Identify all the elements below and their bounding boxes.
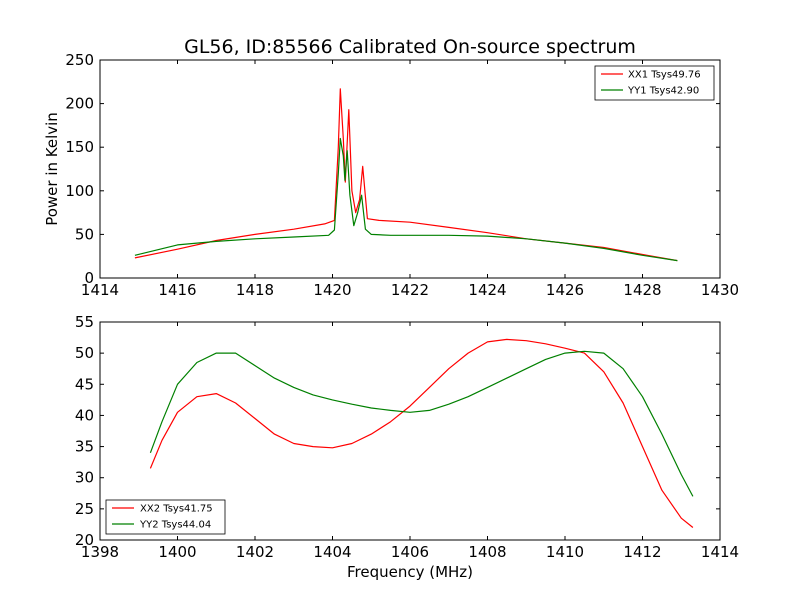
top-ytick-label-2: 100 [65, 182, 94, 200]
bottom-xtick-label-5: 1408 [468, 543, 506, 561]
bottom-xtick-label-4: 1406 [391, 543, 429, 561]
bottom-xtick-label-0: 1398 [81, 543, 119, 561]
top-xtick-label-0: 1414 [81, 281, 119, 299]
top-ylabel: Power in Kelvin [43, 112, 61, 226]
bottom-series-group [149, 338, 694, 528]
top-xtick-label-7: 1428 [623, 281, 661, 299]
top-legend-label-1: YY1 Tsys42.90 [627, 86, 699, 97]
bottom-ytick-label-6: 50 [75, 344, 94, 362]
bottom-ytick-label-1: 25 [75, 500, 94, 518]
top-panel: 1414 1416 1418 1420 1422 1424 1426 1428 1430 0 50 1… [43, 51, 739, 299]
chart-title: GL56, ID:85566 Calibrated On-source spec… [184, 36, 636, 58]
top-ytick-label-4: 200 [65, 95, 94, 113]
top-series-group [134, 88, 678, 262]
bottom-legend-label-1: YY2 Tsys44.04 [139, 520, 211, 531]
top-ticks-group: 1414 1416 1418 1420 1422 1424 1426 1428 1430 0 50 1… [65, 51, 739, 299]
bottom-ytick-label-7: 55 [75, 313, 94, 331]
bottom-xtick-label-7: 1412 [623, 543, 661, 561]
top-ytick-label-0: 0 [84, 269, 94, 287]
top-ytick-label-3: 150 [65, 138, 94, 156]
bottom-xtick-label-2: 1402 [236, 543, 274, 561]
bottom-xlabel: Frequency (MHz) [347, 563, 473, 581]
top-xtick-label-4: 1422 [391, 281, 429, 299]
top-xtick-label-6: 1426 [546, 281, 584, 299]
top-xtick-label-5: 1424 [468, 281, 506, 299]
bottom-legend: XX2 Tsys41.75 YY2 Tsys44.04 [105, 499, 226, 535]
bottom-xtick-label-1: 1400 [158, 543, 196, 561]
bottom-ytick-label-0: 20 [75, 531, 94, 549]
bottom-xtick-label-6: 1410 [546, 543, 584, 561]
top-legend-label-0: XX1 Tsys49.76 [628, 70, 701, 81]
bottom-legend-label-0: XX2 Tsys41.75 [140, 504, 213, 515]
bottom-legend-box [105, 499, 226, 535]
bottom-ytick-label-2: 30 [75, 469, 94, 487]
top-series-line-1 [134, 137, 678, 262]
top-xtick-label-3: 1420 [313, 281, 351, 299]
top-xtick-label-1: 1416 [158, 281, 196, 299]
top-ytick-label-1: 50 [75, 225, 94, 243]
bottom-xtick-label-3: 1404 [313, 543, 351, 561]
top-xtick-label-2: 1418 [236, 281, 274, 299]
bottom-series-line-0 [149, 338, 694, 528]
bottom-ytick-label-5: 45 [75, 375, 94, 393]
bottom-series-line-1 [149, 350, 694, 497]
top-ytick-label-5: 250 [65, 51, 94, 69]
top-legend-box [594, 65, 715, 101]
top-legend: XX1 Tsys49.76 YY1 Tsys42.90 [594, 65, 715, 101]
bottom-xtick-label-8: 1414 [701, 543, 739, 561]
bottom-panel: 1398 1400 1402 1404 1406 1408 1410 1412 1414 20 25… [75, 313, 739, 581]
bottom-ytick-label-4: 40 [75, 406, 94, 424]
top-xtick-label-8: 1430 [701, 281, 739, 299]
bottom-ytick-label-3: 35 [75, 438, 94, 456]
bottom-ticks-group: 1398 1400 1402 1404 1406 1408 1410 1412 1414 20 25… [75, 313, 739, 561]
